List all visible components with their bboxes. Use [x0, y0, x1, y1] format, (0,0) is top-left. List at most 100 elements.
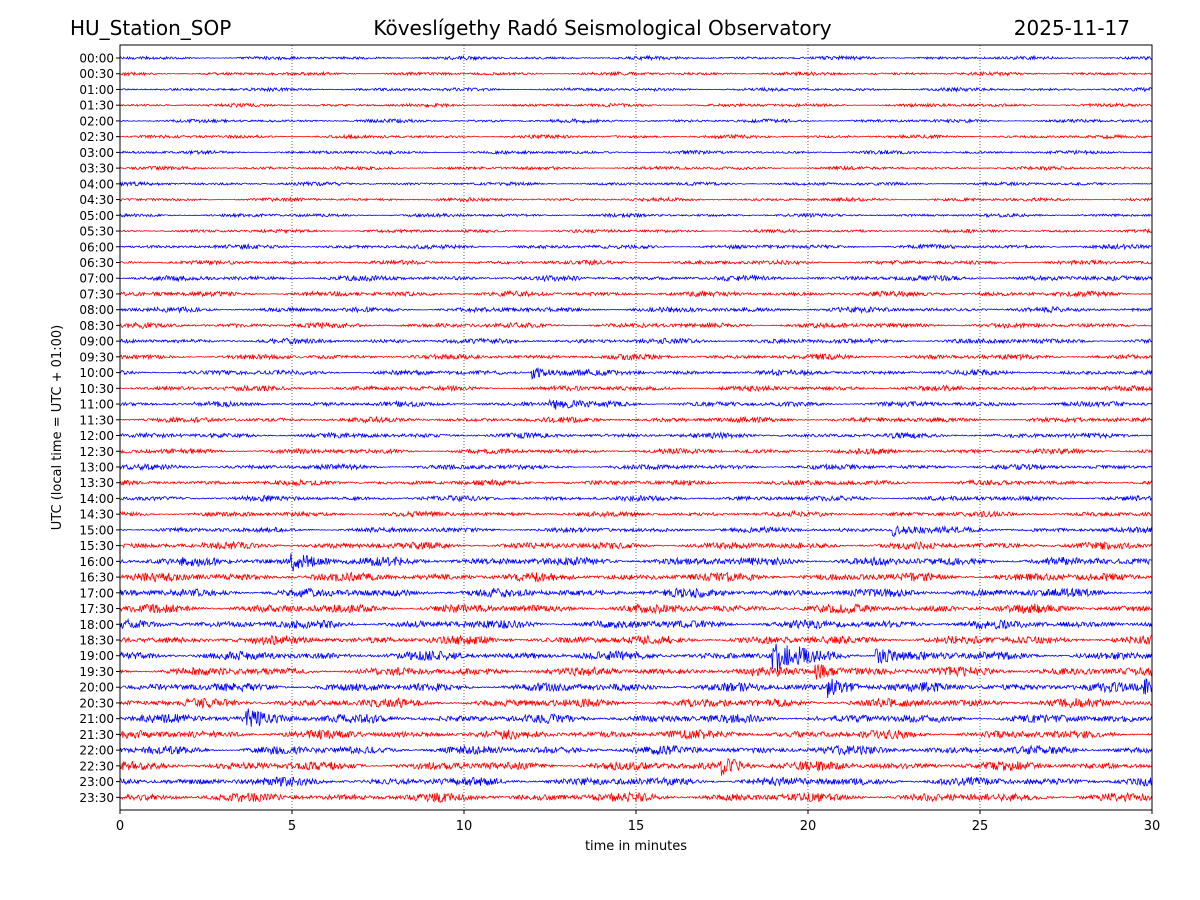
trace-1000 [119, 367, 1153, 380]
y-tick-label: 01:30 [79, 99, 114, 113]
trace-0600 [120, 242, 1153, 251]
y-tick-label: 08:00 [79, 303, 114, 317]
y-tick-label: 16:00 [79, 555, 114, 569]
trace-2000 [119, 677, 1153, 698]
y-tick-label: 00:30 [79, 67, 114, 81]
x-tick-label: 20 [800, 819, 817, 834]
trace-1230 [119, 447, 1153, 456]
trace-0430 [119, 196, 1153, 203]
y-tick-label: 00:00 [79, 52, 114, 66]
y-tick-label: 23:00 [79, 775, 114, 789]
y-tick-label: 17:00 [79, 586, 114, 600]
trace-0330 [119, 164, 1153, 172]
y-tick-label: 09:00 [79, 335, 114, 349]
y-tick-label: 12:00 [79, 429, 114, 443]
trace-2100 [119, 708, 1153, 727]
y-tick-label: 11:30 [79, 413, 114, 427]
trace-1600 [119, 553, 1153, 572]
trace-0200 [119, 118, 1153, 125]
y-tick-label: 13:30 [79, 476, 114, 490]
trace-1930 [119, 664, 1153, 680]
y-tick-label: 14:30 [79, 508, 114, 522]
trace-1300 [119, 462, 1153, 472]
y-tick-label: 15:30 [79, 539, 114, 553]
trace-0300 [119, 148, 1152, 156]
trace-1500 [119, 525, 1153, 538]
trace-0630 [119, 258, 1153, 267]
trace-1130 [119, 415, 1153, 424]
y-tick-label: 04:30 [79, 193, 114, 207]
trace-0130 [119, 102, 1153, 109]
trace-1030 [119, 384, 1153, 393]
y-tick-label: 18:30 [79, 634, 114, 648]
trace-1700 [119, 587, 1153, 599]
trace-1200 [119, 431, 1152, 440]
trace-2300 [119, 776, 1153, 787]
trace-0930 [119, 352, 1153, 362]
x-tick-label: 10 [456, 819, 473, 834]
y-tick-label: 08:30 [79, 319, 114, 333]
trace-0400 [119, 180, 1153, 188]
y-tick-label: 06:30 [79, 256, 114, 270]
x-tick-label: 0 [116, 819, 124, 834]
y-tick-label: 20:00 [79, 681, 114, 695]
x-axis-label: time in minutes [585, 839, 687, 854]
trace-1900 [119, 643, 1153, 672]
y-tick-label: 12:30 [79, 445, 114, 459]
y-tick-label: 05:30 [79, 225, 114, 239]
y-tick-label: 22:00 [79, 744, 114, 758]
trace-0000 [120, 54, 1153, 62]
trace-0100 [119, 86, 1153, 93]
trace-2330 [119, 791, 1153, 803]
trace-0230 [119, 133, 1153, 140]
y-tick-label: 04:00 [79, 177, 114, 191]
y-tick-label: 22:30 [79, 759, 114, 773]
vertical-grid-lines [291, 45, 981, 810]
trace-1330 [119, 478, 1153, 488]
y-tick-label: 17:30 [79, 602, 114, 616]
y-tick-label: 16:30 [79, 571, 114, 585]
y-tick-label: 03:00 [79, 146, 114, 160]
y-tick-label: 05:00 [79, 209, 114, 223]
y-tick-label: 18:00 [79, 618, 114, 632]
x-axis-ticks: 0 5 10 15 20 25 30 [116, 810, 1160, 834]
y-tick-label: 02:00 [79, 114, 114, 128]
y-axis-label: UTC (local time = UTC + 01:00) [50, 325, 65, 530]
y-tick-label: 21:00 [79, 712, 114, 726]
trace-0730 [119, 289, 1153, 299]
y-tick-label: 23:30 [79, 791, 114, 805]
y-tick-label: 20:30 [79, 696, 114, 710]
station-name: HU_Station_SOP [70, 16, 232, 40]
y-tick-label: 06:00 [79, 240, 114, 254]
observatory-title: Köveslígethy Radó Seismological Observat… [373, 16, 832, 40]
x-tick-label: 25 [972, 819, 989, 834]
trace-1400 [120, 494, 1153, 503]
trace-1830 [119, 634, 1153, 646]
trace-2030 [119, 697, 1153, 709]
y-tick-label: 10:30 [79, 382, 114, 396]
trace-0900 [119, 337, 1153, 345]
trace-1730 [119, 602, 1153, 615]
trace-0500 [119, 212, 1153, 219]
y-tick-label: 19:00 [79, 649, 114, 663]
y-tick-label: 01:00 [79, 83, 114, 97]
y-tick-label: 03:30 [79, 162, 114, 176]
seismic-traces [119, 54, 1153, 803]
y-tick-label: 07:00 [79, 272, 114, 286]
trace-0700 [119, 274, 1153, 283]
y-tick-label: 10:00 [79, 366, 114, 380]
plot-frame [119, 44, 1153, 811]
trace-0800 [120, 305, 1153, 315]
trace-0030 [119, 70, 1153, 78]
x-tick-label: 15 [628, 819, 645, 834]
y-tick-label: 09:30 [79, 350, 114, 364]
trace-1800 [119, 617, 1153, 630]
plot-date: 2025-11-17 [1013, 16, 1130, 40]
trace-2200 [119, 744, 1153, 756]
trace-0830 [119, 321, 1153, 330]
trace-1630 [119, 571, 1153, 583]
y-tick-label: 21:30 [79, 728, 114, 742]
y-tick-label: 19:30 [79, 665, 114, 679]
